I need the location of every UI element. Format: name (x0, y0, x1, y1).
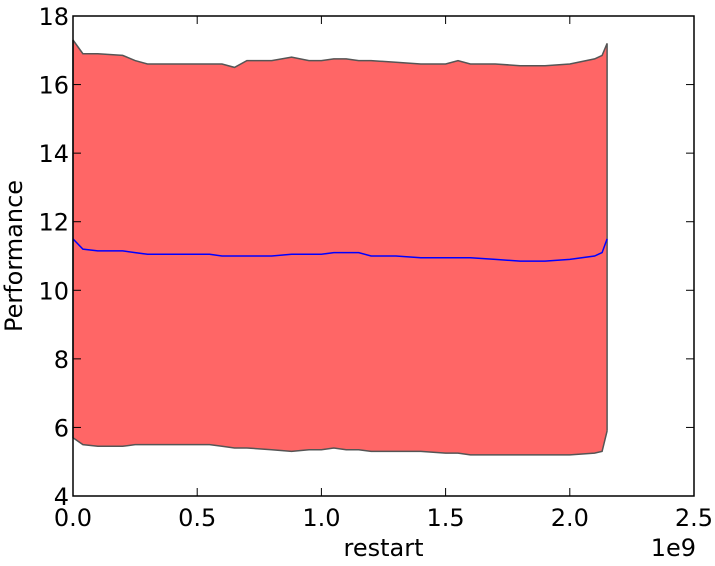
y-tick-label: 18 (38, 3, 69, 31)
x-axis-label: restart (343, 534, 423, 562)
y-tick-label: 8 (54, 346, 69, 374)
plot-area (72, 39, 608, 456)
x-axis-ticks: 0.0 0.5 1.0 1.5 2.0 2.5 (54, 16, 713, 532)
series-band-upper-edge (72, 39, 608, 431)
y-tick-label: 14 (38, 140, 69, 168)
axes-frame (72, 15, 695, 497)
y-tick-label: 12 (38, 209, 69, 237)
y-tick-label: 16 (38, 72, 69, 100)
y-axis-label: Performance (0, 180, 28, 332)
y-tick-label: 10 (38, 277, 69, 305)
y-axis-ticks: 4 6 8 10 12 14 16 18 (38, 3, 694, 511)
series-band (73, 40, 608, 455)
x-tick-label: 2.0 (551, 504, 589, 532)
series-band-lower-edge (72, 40, 608, 456)
y-tick-label: 6 (54, 414, 69, 442)
x-tick-label: 0.0 (54, 504, 92, 532)
y-tick-label: 4 (54, 483, 69, 511)
x-tick-label: 0.5 (178, 504, 216, 532)
series-mean-line (72, 238, 608, 262)
x-tick-label: 1.0 (302, 504, 340, 532)
x-axis-offset-label: 1e9 (651, 534, 696, 562)
x-tick-label: 2.5 (675, 504, 713, 532)
x-tick-label: 1.5 (427, 504, 465, 532)
